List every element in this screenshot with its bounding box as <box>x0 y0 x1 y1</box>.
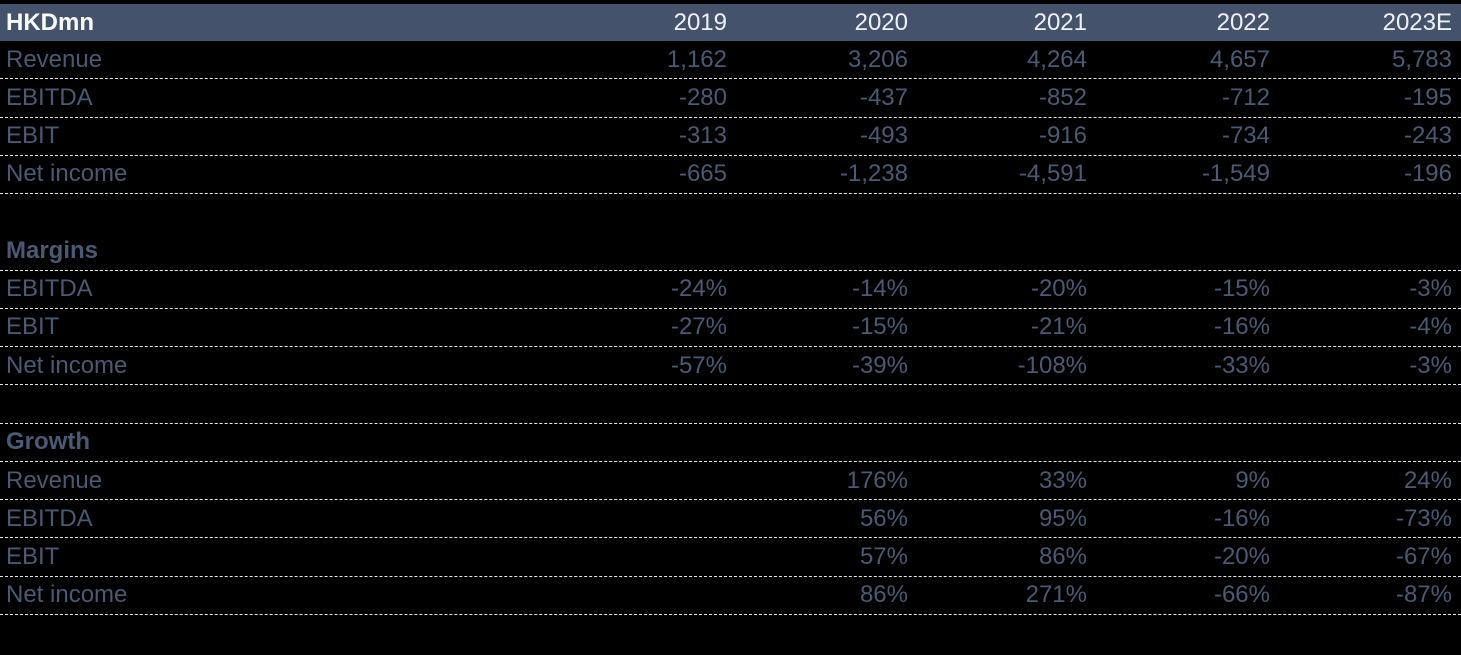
column-header: 2021 <box>1033 10 1087 35</box>
value-cell: 86% <box>1038 545 1087 570</box>
column-header: 2020 <box>854 10 908 35</box>
value-cell: -243 <box>1403 124 1452 149</box>
value-cell: 5,783 <box>1391 47 1452 72</box>
section-header-row: Growth <box>0 424 1461 462</box>
table-row: Net income 86% 271% -66% -87% <box>0 577 1461 615</box>
value-cell: -15% <box>1213 277 1270 302</box>
value-cell: -712 <box>1221 85 1270 110</box>
row-label: Net income <box>6 353 128 378</box>
column-header: 2022 <box>1216 10 1270 35</box>
value-cell: -4% <box>1409 315 1452 340</box>
value-cell: 271% <box>1025 583 1087 608</box>
column-header: 2019 <box>673 10 727 35</box>
value-cell: -196 <box>1403 162 1452 187</box>
value-cell: -73% <box>1395 506 1452 531</box>
unit-label: HKDmn <box>6 10 94 35</box>
table-row: Net income -57% -39% -108% -33% -3% <box>0 347 1461 386</box>
value-cell: -39% <box>851 353 908 378</box>
value-cell: 33% <box>1038 468 1087 493</box>
row-label: EBITDA <box>6 506 93 531</box>
value-cell: -16% <box>1213 506 1270 531</box>
value-cell: -15% <box>851 315 908 340</box>
value-cell: -66% <box>1213 583 1270 608</box>
value-cell: -87% <box>1395 583 1452 608</box>
value-cell: -24% <box>670 277 727 302</box>
value-cell: -1,238 <box>839 162 908 187</box>
spacer-row <box>0 194 1461 232</box>
table-row: EBIT -27% -15% -21% -16% -4% <box>0 309 1461 348</box>
value-cell: -67% <box>1395 545 1452 570</box>
value-cell: -195 <box>1403 85 1452 110</box>
value-cell: 176% <box>846 468 908 493</box>
table-row: EBIT 57% 86% -20% -67% <box>0 538 1461 577</box>
value-cell: -313 <box>678 124 727 149</box>
table-row: EBITDA -24% -14% -20% -15% -3% <box>0 271 1461 309</box>
value-cell: -33% <box>1213 353 1270 378</box>
table-row: Revenue 176% 33% 9% 24% <box>0 462 1461 501</box>
row-label: Net income <box>6 583 128 608</box>
value-cell: 3,206 <box>847 47 908 72</box>
value-cell: -14% <box>851 277 908 302</box>
row-label: EBIT <box>6 315 60 340</box>
value-cell: -1,549 <box>1201 162 1270 187</box>
value-cell: -20% <box>1213 545 1270 570</box>
table-row: EBITDA -280 -437 -852 -712 -195 <box>0 79 1461 118</box>
financials-table: HKDmn 2019 2020 2021 2022 2023E Revenue 1,162… <box>0 4 1461 615</box>
section-title: Margins <box>6 238 99 263</box>
row-label: Revenue <box>6 468 103 493</box>
section-title: Growth <box>6 430 90 455</box>
value-cell: -493 <box>859 124 908 149</box>
table-header-row: HKDmn 2019 2020 2021 2022 2023E <box>0 4 1461 41</box>
value-cell: -916 <box>1038 124 1087 149</box>
value-cell: 1,162 <box>666 47 727 72</box>
value-cell: 9% <box>1235 468 1270 493</box>
value-cell: 4,264 <box>1026 47 1087 72</box>
value-cell: -57% <box>670 353 727 378</box>
spacer-row <box>0 385 1461 424</box>
column-header: 2023E <box>1382 10 1452 35</box>
value-cell: -20% <box>1030 277 1087 302</box>
value-cell: -27% <box>670 315 727 340</box>
value-cell: 24% <box>1403 468 1452 493</box>
value-cell: -108% <box>1017 353 1087 378</box>
value-cell: -734 <box>1221 124 1270 149</box>
value-cell: -16% <box>1213 315 1270 340</box>
section-header-row: Margins <box>0 232 1461 271</box>
value-cell: -437 <box>859 85 908 110</box>
row-label: Net income <box>6 162 128 187</box>
value-cell: 4,657 <box>1209 47 1270 72</box>
row-label: Revenue <box>6 47 103 72</box>
value-cell: 56% <box>859 506 908 531</box>
value-cell: -3% <box>1409 353 1452 378</box>
value-cell: -665 <box>678 162 727 187</box>
value-cell: 95% <box>1038 506 1087 531</box>
row-label: EBIT <box>6 545 60 570</box>
row-label: EBITDA <box>6 277 93 302</box>
value-cell: -3% <box>1409 277 1452 302</box>
value-cell: -4,591 <box>1018 162 1087 187</box>
table-row: Revenue 1,162 3,206 4,264 4,657 5,783 <box>0 41 1461 80</box>
row-label: EBITDA <box>6 85 93 110</box>
value-cell: -21% <box>1030 315 1087 340</box>
row-label: EBIT <box>6 124 60 149</box>
value-cell: 57% <box>859 545 908 570</box>
value-cell: 86% <box>859 583 908 608</box>
value-cell: -852 <box>1038 85 1087 110</box>
value-cell: -280 <box>678 85 727 110</box>
table-row: EBITDA 56% 95% -16% -73% <box>0 500 1461 539</box>
table-body: Revenue 1,162 3,206 4,264 4,657 5,783 EBITDA -2… <box>0 41 1461 615</box>
table-row: Net income -665 -1,238 -4,591 -1,549 -196 <box>0 156 1461 195</box>
table-row: EBIT -313 -493 -916 -734 -243 <box>0 118 1461 156</box>
